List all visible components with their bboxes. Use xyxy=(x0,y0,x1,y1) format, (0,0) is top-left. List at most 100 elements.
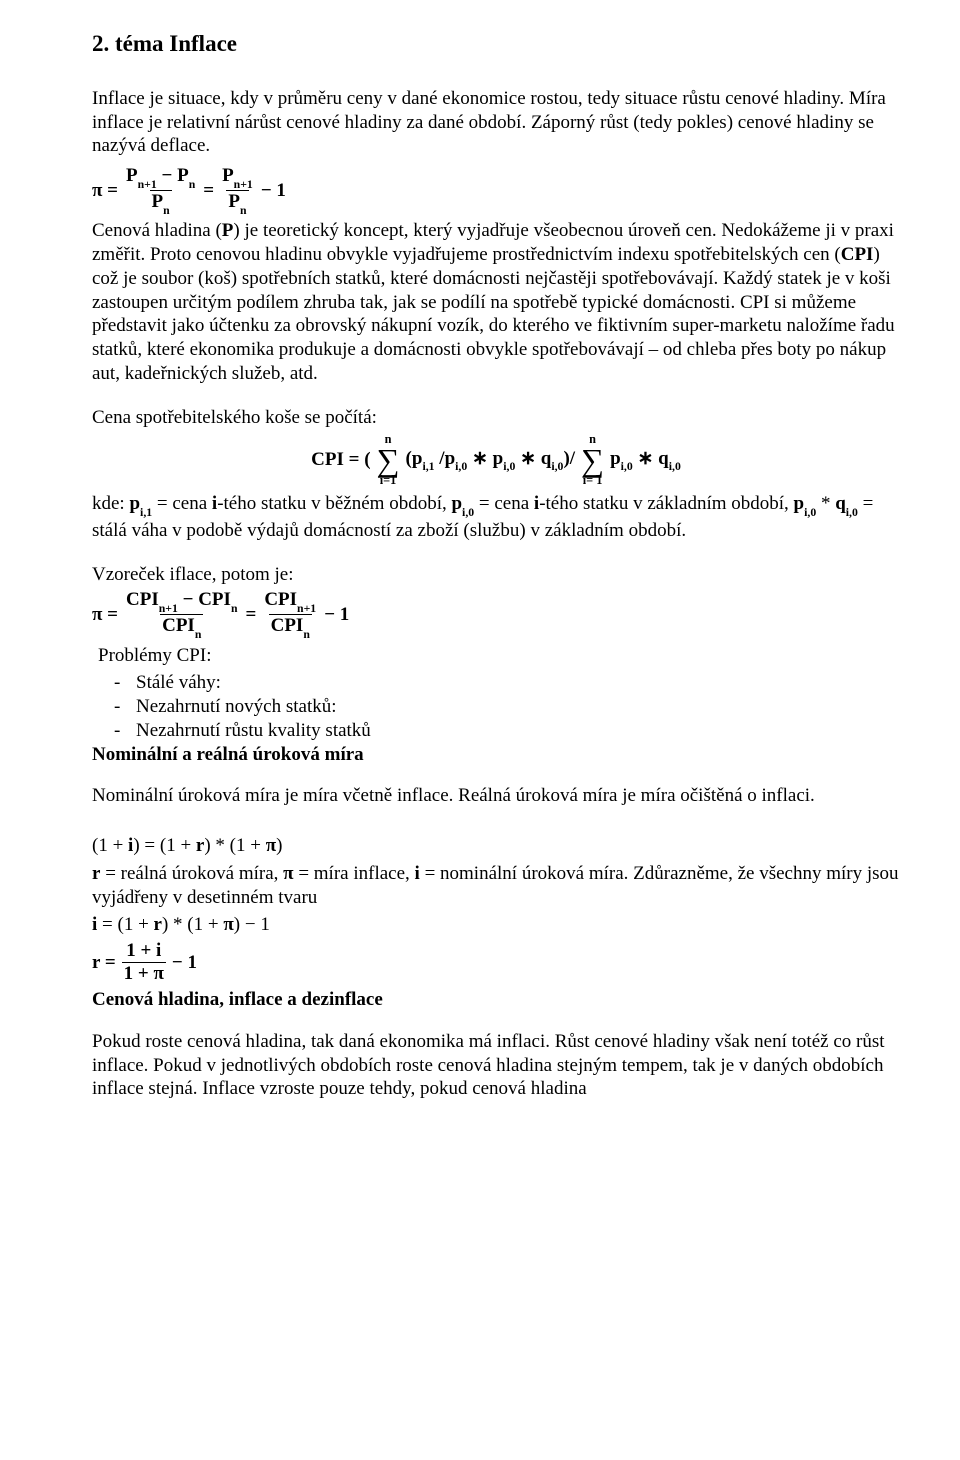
t: r xyxy=(154,914,162,935)
t: p xyxy=(610,448,621,469)
t: − 1 xyxy=(324,605,349,624)
t: (p xyxy=(406,448,423,469)
t: ∗ q xyxy=(633,448,669,469)
t: (1 + xyxy=(92,835,128,856)
cpi-where: kde: pi,1 = cena i-tého statku v běžném … xyxy=(92,492,900,542)
sigma-1: n ∑ i=1 xyxy=(377,433,400,486)
t: n+1 xyxy=(138,178,157,191)
t: ) xyxy=(276,835,282,856)
t: ) − 1 xyxy=(234,914,270,935)
t: = míra inflace, xyxy=(294,863,415,884)
pi-lhs: π = xyxy=(92,181,118,200)
t: P xyxy=(152,191,164,212)
t: ) = (1 + xyxy=(133,835,196,856)
cpi-pi-frac1: CPIn+1 − CPIn CPIn xyxy=(124,590,239,639)
t: = cena xyxy=(474,493,534,514)
pi-tail: − 1 xyxy=(261,181,286,200)
sigma-2: n ∑ i= 1 xyxy=(581,433,604,486)
t: = reálná úroková míra, xyxy=(100,863,283,884)
legend-line: r = reálná úroková míra, π = míra inflac… xyxy=(92,862,900,910)
inflation-formula-intro: Vzoreček iflace, potom je: xyxy=(92,563,900,587)
t: i,1 xyxy=(422,460,434,473)
t: * xyxy=(816,493,835,514)
r-formula: r = 1 + i 1 + π − 1 xyxy=(92,941,900,984)
t: P xyxy=(126,165,138,186)
nominal-text: Nominální úroková míra je míra včetně in… xyxy=(92,784,900,808)
t: i,0 xyxy=(455,460,467,473)
t: n xyxy=(163,204,170,217)
cpi-intro-line: Cena spotřebitelského koše se počítá: xyxy=(92,406,900,430)
problems-heading: Problémy CPI: xyxy=(92,644,900,668)
t: CPI xyxy=(162,615,195,636)
section-heading-dezinflace: Cenová hladina, inflace a dezinflace xyxy=(92,988,900,1012)
t: n xyxy=(240,204,247,217)
t: − CPI xyxy=(178,589,231,610)
t: n xyxy=(231,602,238,615)
t: ∗ p xyxy=(467,448,503,469)
list-item: Stálé váhy: xyxy=(136,671,900,695)
cpi-pi-formula: π = CPIn+1 − CPIn CPIn = CPIn+1 CPIn − 1 xyxy=(92,590,900,639)
page-title: 2. téma Inflace xyxy=(92,30,900,59)
r-frac: 1 + i 1 + π xyxy=(122,941,166,984)
t: i,0 xyxy=(551,460,563,473)
sigma-icon: ∑ xyxy=(377,444,400,476)
t: 1 + π xyxy=(122,962,166,984)
sigma-icon: ∑ xyxy=(581,444,604,476)
t: CPI xyxy=(271,615,304,636)
t: r = xyxy=(92,953,116,972)
t: i,0 xyxy=(669,460,681,473)
t: -tého statku v základním období, xyxy=(539,493,793,514)
pi-frac2: Pn+1 Pn xyxy=(220,166,255,215)
eq: = xyxy=(203,181,214,200)
eq-line-2: i = (1 + r) * (1 + π) − 1 xyxy=(92,913,900,937)
t: ∗ q xyxy=(515,448,551,469)
t: n xyxy=(303,628,310,641)
cpi-term1: (pi,1 /pi,0 ∗ pi,0 ∗ qi,0)/ xyxy=(406,449,576,472)
t: = xyxy=(245,605,256,624)
section-heading-nominal: Nominální a reálná úroková míra xyxy=(92,743,900,767)
t: 1 + i xyxy=(124,941,163,962)
t: n+1 xyxy=(234,178,253,191)
cpi-formula: CPI = ( n ∑ i=1 (pi,1 /pi,0 ∗ pi,0 ∗ qi,… xyxy=(92,433,900,486)
p-concept-paragraph: Cenová hladina (P) je teoretický koncept… xyxy=(92,219,900,385)
t: pi,0 xyxy=(794,493,817,514)
t: /p xyxy=(435,448,456,469)
list-item: Nezahrnutí nových statků: xyxy=(136,695,900,719)
t: n+1 xyxy=(159,602,178,615)
t: CPI xyxy=(126,589,159,610)
t: kde: xyxy=(92,493,129,514)
t: CPI xyxy=(264,589,297,610)
pi-frac1: Pn+1 − Pn Pn xyxy=(124,166,197,215)
t: π = xyxy=(92,605,118,624)
pi-formula: π = Pn+1 − Pn Pn = Pn+1 Pn − 1 xyxy=(92,166,900,215)
t: − P xyxy=(157,165,189,186)
t: = cena xyxy=(152,493,212,514)
t: -tého statku v běžném období, xyxy=(217,493,451,514)
cpi-lhs: CPI = ( xyxy=(311,450,370,469)
t: n+1 xyxy=(297,602,316,615)
t: π xyxy=(283,863,293,884)
t: n xyxy=(189,178,196,191)
t: ) * (1 + xyxy=(204,835,265,856)
t: i=1 xyxy=(380,474,397,486)
cpi-pi-frac2: CPIn+1 CPIn xyxy=(262,590,318,639)
t: P xyxy=(222,165,234,186)
t: − 1 xyxy=(172,953,197,972)
t: i= 1 xyxy=(583,474,603,486)
t: = (1 + xyxy=(97,914,153,935)
t: pi,1 xyxy=(129,493,152,514)
t: n xyxy=(195,628,202,641)
t: i,0 xyxy=(621,460,633,473)
intro-paragraph: Inflace je situace, kdy v průměru ceny v… xyxy=(92,87,900,158)
problems-list: Stálé váhy: Nezahrnutí nových statků: Ne… xyxy=(92,671,900,742)
cpi-term2: pi,0 ∗ qi,0 xyxy=(610,449,681,472)
list-item: Nezahrnutí růstu kvality statků xyxy=(136,719,900,743)
cpi-abbrev: CPI xyxy=(841,244,874,265)
dezinflace-text: Pokud roste cenová hladina, tak daná eko… xyxy=(92,1030,900,1101)
t: pi,0 xyxy=(451,493,474,514)
eq-line-1: (1 + i) = (1 + r) * (1 + π) xyxy=(92,834,900,858)
t: i,0 xyxy=(503,460,515,473)
t: ) * (1 + xyxy=(162,914,223,935)
t: qi,0 xyxy=(835,493,858,514)
t: π xyxy=(223,914,233,935)
